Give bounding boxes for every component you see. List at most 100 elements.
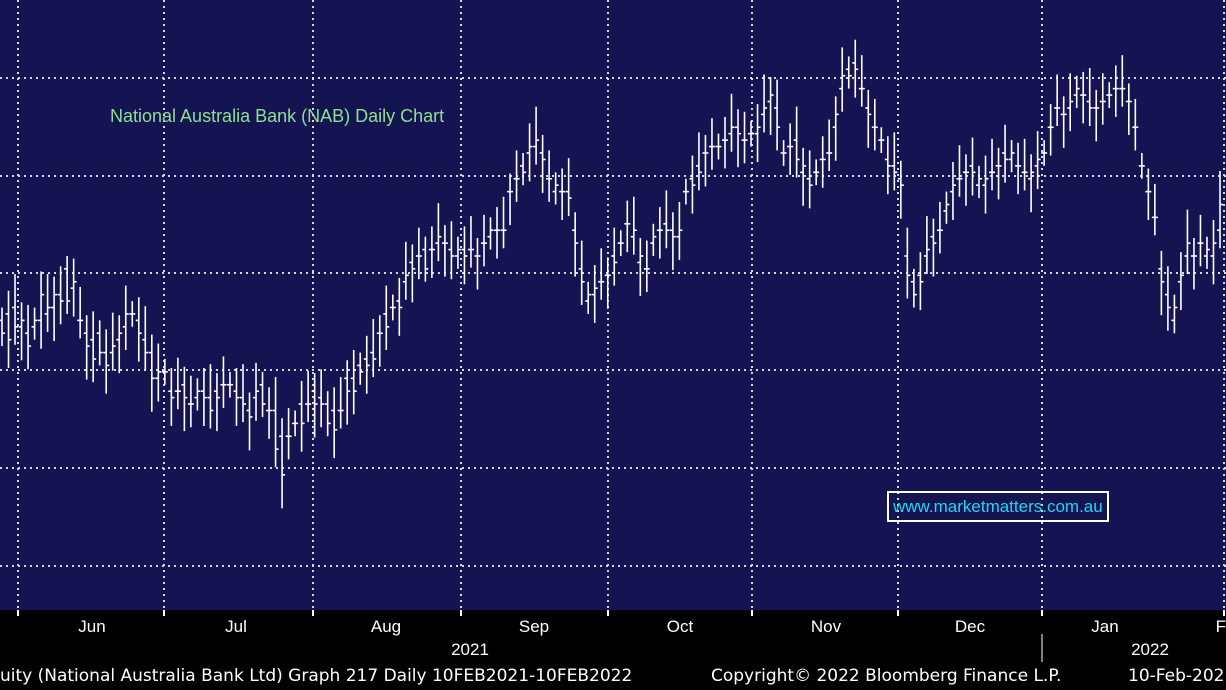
price-chart-svg: [0, 0, 1226, 610]
ohlc-bar: [761, 74, 768, 133]
ohlc-bar: [1119, 55, 1126, 107]
ohlc-bar: [148, 334, 155, 412]
ohlc-bar: [715, 133, 722, 160]
ohlc-bar: [1060, 96, 1067, 148]
ohlc-bar: [793, 106, 800, 178]
ohlc-bar: [142, 306, 149, 371]
ohlc-bar: [891, 132, 898, 191]
ohlc-bar: [995, 147, 1002, 200]
ohlc-bar: [871, 98, 878, 151]
ohlc-bar: [285, 407, 292, 460]
ohlc-bar: [858, 55, 865, 107]
ohlc-bar: [5, 290, 12, 369]
ohlc-bar: [806, 150, 813, 209]
ohlc-bar: [409, 244, 416, 303]
ohlc-bar: [1177, 252, 1184, 311]
ohlc-bar: [520, 153, 527, 186]
ohlc-bar: [383, 285, 390, 350]
ohlc-bar: [845, 56, 852, 89]
ohlc-bar: [526, 123, 533, 182]
ohlc-bar: [324, 391, 331, 437]
ohlc-bar: [878, 127, 885, 153]
ohlc-bar: [213, 373, 220, 432]
x-axis-year-label: 2022: [1131, 640, 1169, 659]
ohlc-bar: [663, 190, 670, 249]
ohlc-bar: [1008, 140, 1015, 173]
ohlc-bar: [1132, 98, 1139, 151]
ohlc-bar: [552, 172, 559, 205]
ohlc-bar: [233, 368, 240, 426]
ohlc-bar: [116, 315, 123, 374]
x-axis-month-label: Dec: [955, 617, 986, 636]
ohlc-bar: [637, 237, 644, 296]
x-axis-month-labels: Jun Jul Aug Sep Oct Nov Dec Jan F: [78, 617, 1226, 636]
ohlc-bar: [1099, 73, 1106, 125]
ohlc-bar: [376, 315, 383, 367]
ohlc-bar: [109, 312, 116, 371]
watermark-link[interactable]: www.marketmatters.com.au: [887, 491, 1109, 522]
footer-security-info: uity (National Australia Bank Ltd) Graph…: [0, 666, 633, 686]
ohlc-bar: [539, 134, 546, 193]
ohlc-bar: [669, 212, 676, 271]
ohlc-bar: [1217, 171, 1223, 249]
ohlc-bar: [57, 266, 64, 325]
ohlc-bar: [591, 265, 598, 323]
ohlc-bar: [930, 218, 937, 277]
ohlc-bar: [533, 106, 540, 165]
ohlc-bar: [96, 320, 103, 366]
ohlc-bar: [682, 178, 689, 205]
ohlc-bar: [1106, 82, 1113, 108]
ohlc-bar: [272, 377, 279, 468]
ohlc-bar: [448, 221, 455, 280]
ohlc-bar: [1190, 237, 1197, 290]
ohlc-bar: [884, 136, 891, 195]
ohlc-bar: [253, 362, 260, 421]
ohlc-bar: [1028, 154, 1035, 213]
ohlc-bar: [735, 109, 742, 168]
ohlc-bar: [187, 375, 194, 428]
plot-area: National Australia Bank (NAB) Daily Char…: [0, 0, 1226, 610]
ohlc-bar: [12, 274, 19, 345]
ohlc-bar: [962, 154, 969, 206]
x-axis-ticks: [17, 610, 1225, 662]
ohlc-bar: [774, 79, 781, 151]
ohlc-bar: [917, 252, 924, 311]
x-axis-svg: Jun Jul Aug Sep Oct Nov Dec Jan F 2021 2022: [17, 610, 1226, 662]
ohlc-bar: [174, 357, 181, 410]
ohlc-bar: [500, 196, 507, 249]
ohlc-bar: [161, 359, 168, 385]
ohlc-bar: [767, 77, 774, 135]
ohlc-bar: [70, 258, 77, 317]
ohlc-bar: [298, 380, 305, 452]
ohlc-bar: [480, 214, 487, 267]
ohlc-bar: [598, 248, 605, 300]
ohlc-bar: [467, 216, 474, 268]
ohlc-bar: [976, 165, 983, 199]
ohlc-bar: [643, 240, 650, 293]
ohlc-bar: [989, 138, 996, 191]
ohlc-bar: [51, 276, 58, 341]
ohlc-bar: [90, 311, 97, 383]
ohlc-bar: [1210, 219, 1217, 285]
ohlc-bar: [318, 369, 325, 428]
ohlc-bar: [559, 168, 566, 220]
ohlc-bar: [435, 203, 442, 262]
x-axis-year-label: 2021: [451, 640, 489, 659]
ohlc-bar: [826, 119, 833, 172]
ohlc-bar: [428, 226, 435, 278]
x-axis-bar: Jun Jul Aug Sep Oct Nov Dec Jan F 2021 2022: [0, 610, 1226, 662]
ohlc-bar: [819, 136, 826, 188]
x-axis-month-label: F: [1216, 617, 1226, 636]
ohlc-bar: [1138, 153, 1145, 179]
ohlc-bar: [949, 162, 956, 220]
ohlc-bar: [1054, 74, 1061, 126]
ohlc-bar: [1047, 104, 1054, 156]
ohlc-bar: [311, 373, 318, 438]
ohlc-bar: [246, 392, 253, 451]
ohlc-bar: [441, 225, 448, 277]
ohlc-bar: [18, 302, 25, 361]
ohlc-bar: [923, 216, 930, 275]
ohlc-bar: [396, 277, 403, 336]
ohlc-bar: [494, 207, 501, 259]
ohlc-bar: [969, 137, 976, 196]
